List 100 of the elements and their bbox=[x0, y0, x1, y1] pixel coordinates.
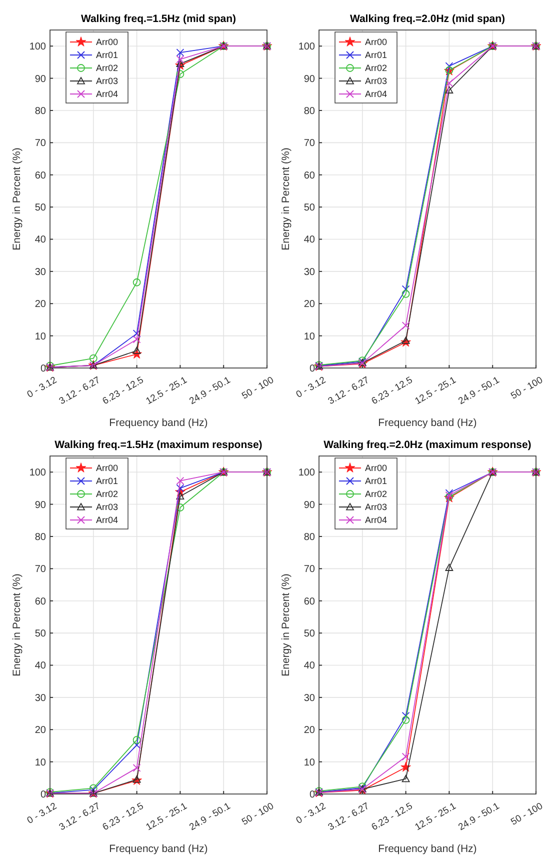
chart-title: Walking freq.=1.5Hz (maximum response) bbox=[54, 439, 262, 451]
y-tick-label: 50 bbox=[304, 628, 316, 640]
y-tick-label: 30 bbox=[34, 692, 46, 704]
x-tick-label: 3.12 - 6.27 bbox=[57, 800, 102, 834]
x-tick-label: 24.9 - 50.1 bbox=[456, 374, 502, 408]
x-tick-label: 3.12 - 6.27 bbox=[326, 800, 372, 834]
y-tick-label: 60 bbox=[34, 170, 46, 182]
y-tick-label: 60 bbox=[34, 596, 46, 608]
y-axis-title: Energy in Percent (%) bbox=[280, 574, 292, 676]
y-tick-label: 10 bbox=[34, 757, 46, 768]
y-tick-label: 80 bbox=[304, 106, 316, 117]
chart-title: Walking freq.=2.0Hz (mid span) bbox=[350, 13, 506, 25]
y-tick-label: 100 bbox=[298, 42, 316, 53]
y-tick-label: 10 bbox=[304, 757, 316, 768]
y-tick-label: 40 bbox=[34, 234, 46, 246]
y-tick-label: 60 bbox=[304, 596, 316, 608]
y-tick-label: 0 bbox=[309, 790, 316, 800]
legend-label: Arr01 bbox=[96, 50, 118, 60]
y-axis-title: Energy in Percent (%) bbox=[11, 148, 23, 250]
legend-label: Arr00 bbox=[365, 463, 388, 474]
x-tick-label: 0 - 3.12 bbox=[294, 374, 328, 400]
x-tick-label: 3.12 - 6.27 bbox=[57, 374, 102, 408]
legend-label: Arr02 bbox=[365, 63, 388, 74]
y-tick-label: 40 bbox=[304, 660, 316, 672]
legend-label: Arr00 bbox=[96, 463, 118, 474]
x-tick-label: 12.5 - 25.1 bbox=[413, 374, 458, 408]
y-tick-label: 0 bbox=[40, 790, 46, 800]
y-tick-label: 80 bbox=[304, 532, 316, 543]
x-axis-title: Frequency band (Hz) bbox=[109, 843, 208, 855]
y-tick-label: 0 bbox=[40, 364, 46, 374]
y-tick-label: 90 bbox=[34, 74, 46, 85]
y-tick-label: 80 bbox=[34, 106, 46, 117]
x-tick-label: 50 - 100 bbox=[240, 374, 276, 402]
y-tick-label: 30 bbox=[304, 692, 316, 704]
y-tick-label: 70 bbox=[304, 564, 316, 576]
y-tick-label: 50 bbox=[34, 202, 46, 214]
chart-title: Walking freq.=1.5Hz (mid span) bbox=[80, 13, 236, 25]
legend-label: Arr01 bbox=[96, 476, 118, 486]
x-tick-label: 6.23 - 12.5 bbox=[100, 800, 146, 834]
chart-title: Walking freq.=2.0Hz (maximum response) bbox=[324, 439, 532, 451]
legend-label: Arr04 bbox=[365, 515, 388, 526]
y-tick-label: 70 bbox=[304, 138, 316, 150]
y-tick-label: 20 bbox=[304, 725, 316, 736]
legend-label: Arr02 bbox=[365, 489, 388, 500]
legend-label: Arr00 bbox=[365, 37, 388, 48]
y-axis-title: Energy in Percent (%) bbox=[11, 574, 23, 676]
legend-label: Arr01 bbox=[365, 476, 388, 486]
y-tick-label: 100 bbox=[29, 42, 46, 53]
y-tick-label: 20 bbox=[34, 725, 46, 736]
legend-label: Arr03 bbox=[96, 502, 118, 512]
legend-label: Arr04 bbox=[96, 515, 118, 526]
y-tick-label: 20 bbox=[304, 299, 316, 310]
y-tick-label: 30 bbox=[34, 266, 46, 278]
x-tick-label: 12.5 - 25.1 bbox=[413, 800, 458, 834]
x-tick-label: 24.9 - 50.1 bbox=[188, 800, 232, 834]
y-tick-label: 70 bbox=[34, 564, 46, 576]
y-tick-label: 100 bbox=[298, 468, 316, 479]
x-axis-title: Frequency band (Hz) bbox=[378, 843, 477, 855]
x-tick-label: 6.23 - 12.5 bbox=[370, 800, 415, 834]
y-tick-label: 50 bbox=[34, 628, 46, 640]
legend-label: Arr01 bbox=[365, 50, 388, 60]
y-tick-label: 40 bbox=[34, 660, 46, 672]
x-tick-label: 24.9 - 50.1 bbox=[456, 800, 502, 834]
y-tick-label: 60 bbox=[304, 170, 316, 182]
y-axis-title: Energy in Percent (%) bbox=[280, 148, 292, 250]
y-tick-label: 100 bbox=[29, 468, 46, 479]
x-tick-label: 50 - 100 bbox=[240, 800, 276, 828]
x-tick-label: 0 - 3.12 bbox=[25, 800, 59, 826]
x-tick-label: 0 - 3.12 bbox=[25, 374, 59, 400]
legend-label: Arr03 bbox=[96, 76, 118, 86]
y-tick-label: 0 bbox=[309, 364, 316, 374]
legend-label: Arr00 bbox=[96, 37, 118, 48]
legend-label: Arr04 bbox=[365, 89, 388, 100]
y-tick-label: 10 bbox=[34, 331, 46, 342]
y-tick-label: 80 bbox=[34, 532, 46, 543]
x-tick-label: 50 - 100 bbox=[509, 374, 545, 402]
x-tick-label: 24.9 - 50.1 bbox=[188, 374, 232, 408]
y-tick-label: 90 bbox=[34, 500, 46, 511]
x-axis-title: Frequency band (Hz) bbox=[378, 417, 477, 429]
x-tick-label: 12.5 - 25.1 bbox=[144, 374, 190, 408]
y-tick-label: 70 bbox=[34, 138, 46, 150]
y-tick-label: 90 bbox=[304, 500, 316, 511]
x-axis-title: Frequency band (Hz) bbox=[109, 417, 208, 429]
x-tick-label: 50 - 100 bbox=[509, 800, 545, 828]
y-tick-label: 10 bbox=[304, 331, 316, 342]
y-tick-label: 40 bbox=[304, 234, 316, 246]
legend-label: Arr03 bbox=[365, 76, 388, 86]
y-tick-label: 90 bbox=[304, 74, 316, 85]
legend-label: Arr03 bbox=[365, 502, 388, 512]
x-tick-label: 3.12 - 6.27 bbox=[326, 374, 372, 408]
x-tick-label: 12.5 - 25.1 bbox=[144, 800, 190, 834]
legend-label: Arr02 bbox=[96, 63, 118, 74]
y-tick-label: 20 bbox=[34, 299, 46, 310]
legend-label: Arr02 bbox=[96, 489, 118, 500]
x-tick-label: 6.23 - 12.5 bbox=[370, 374, 415, 408]
x-tick-label: 6.23 - 12.5 bbox=[100, 374, 146, 408]
y-tick-label: 50 bbox=[304, 202, 316, 214]
legend-label: Arr04 bbox=[96, 89, 118, 100]
x-tick-label: 0 - 3.12 bbox=[294, 800, 328, 826]
y-tick-label: 30 bbox=[304, 266, 316, 278]
